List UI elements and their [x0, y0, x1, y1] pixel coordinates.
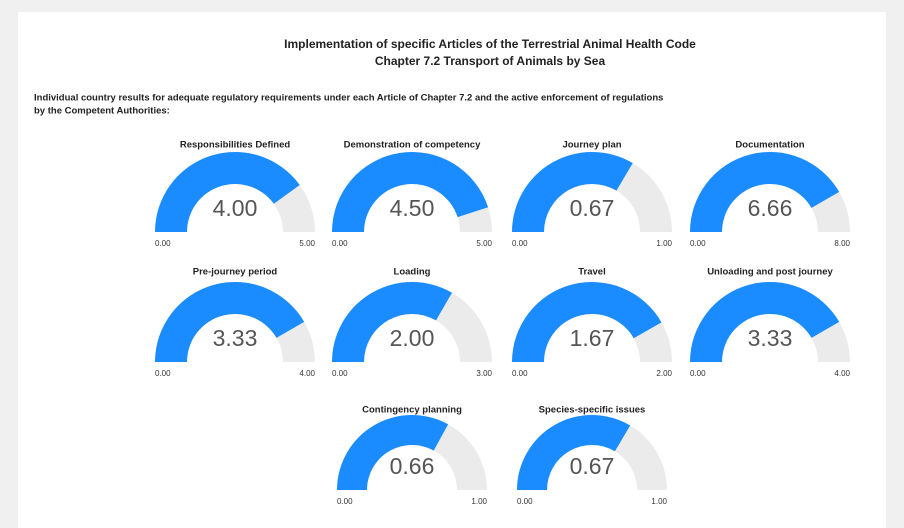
title: Implementation of specific Articles of t… — [284, 37, 696, 51]
description: Individual country results for adequate … — [34, 93, 663, 104]
range-label: 3.00 — [476, 369, 492, 378]
range-label: 0.00 — [690, 369, 706, 378]
gauge-title: Journey plan — [562, 140, 621, 151]
gauge-title: Responsibilities Defined — [180, 140, 291, 151]
gauge-value — [332, 281, 452, 362]
gauge-value-label: 2.00 — [390, 325, 435, 351]
subtitle: Chapter 7.2 Transport of Animals by Sea — [375, 54, 606, 68]
range-label: 2.00 — [656, 369, 672, 378]
gauge-value — [512, 152, 633, 232]
range-label: 0.00 — [155, 239, 171, 248]
gauge-value — [512, 281, 662, 362]
gauge-value-label: 4.00 — [213, 195, 258, 221]
range-label: 5.00 — [476, 239, 492, 248]
gauge-title: Unloading and post journey — [707, 267, 833, 278]
gauge-value-label: 3.33 — [213, 325, 258, 351]
range-label: 0.00 — [690, 239, 706, 248]
gauge-value-label: 3.33 — [748, 325, 793, 351]
gauge-value — [517, 415, 631, 490]
gauge-title: Species-specific issues — [539, 405, 646, 416]
range-label: 0.00 — [332, 239, 348, 248]
range-label: 0.00 — [512, 239, 528, 248]
gauge-value-label: 0.67 — [570, 195, 615, 221]
gauge-title: Contingency planning — [362, 405, 462, 416]
gauge-value — [332, 152, 489, 232]
range-label: 0.00 — [337, 497, 353, 506]
gauge-value — [155, 282, 305, 362]
gauge-title: Documentation — [735, 140, 804, 151]
gauge-title: Pre-journey period — [193, 267, 278, 278]
range-label: 1.00 — [651, 497, 667, 506]
gauge-title: Loading — [394, 267, 431, 278]
range-label: 4.00 — [834, 369, 850, 378]
gauge-value — [690, 151, 840, 232]
range-label: 0.00 — [512, 369, 528, 378]
gauge-value-label: 6.66 — [748, 195, 793, 221]
range-label: 0.00 — [517, 497, 533, 506]
gauge-value — [155, 151, 300, 232]
description: by the Competent Authorities: — [34, 106, 170, 117]
range-label: 0.00 — [155, 369, 171, 378]
range-label: 1.00 — [656, 239, 672, 248]
range-label: 4.00 — [299, 369, 315, 378]
range-label: 8.00 — [834, 239, 850, 248]
gauge-value — [337, 414, 449, 490]
range-label: 0.00 — [332, 369, 348, 378]
gauge-title: Travel — [578, 267, 605, 278]
range-label: 5.00 — [299, 239, 315, 248]
gauge-value-label: 0.66 — [390, 453, 435, 479]
gauge-value-label: 1.67 — [570, 325, 615, 351]
gauge-value — [690, 281, 840, 362]
gauge-value-label: 0.67 — [570, 453, 615, 479]
range-label: 1.00 — [471, 497, 487, 506]
gauge-value-label: 4.50 — [390, 195, 435, 221]
gauge-title: Demonstration of competency — [344, 140, 481, 151]
